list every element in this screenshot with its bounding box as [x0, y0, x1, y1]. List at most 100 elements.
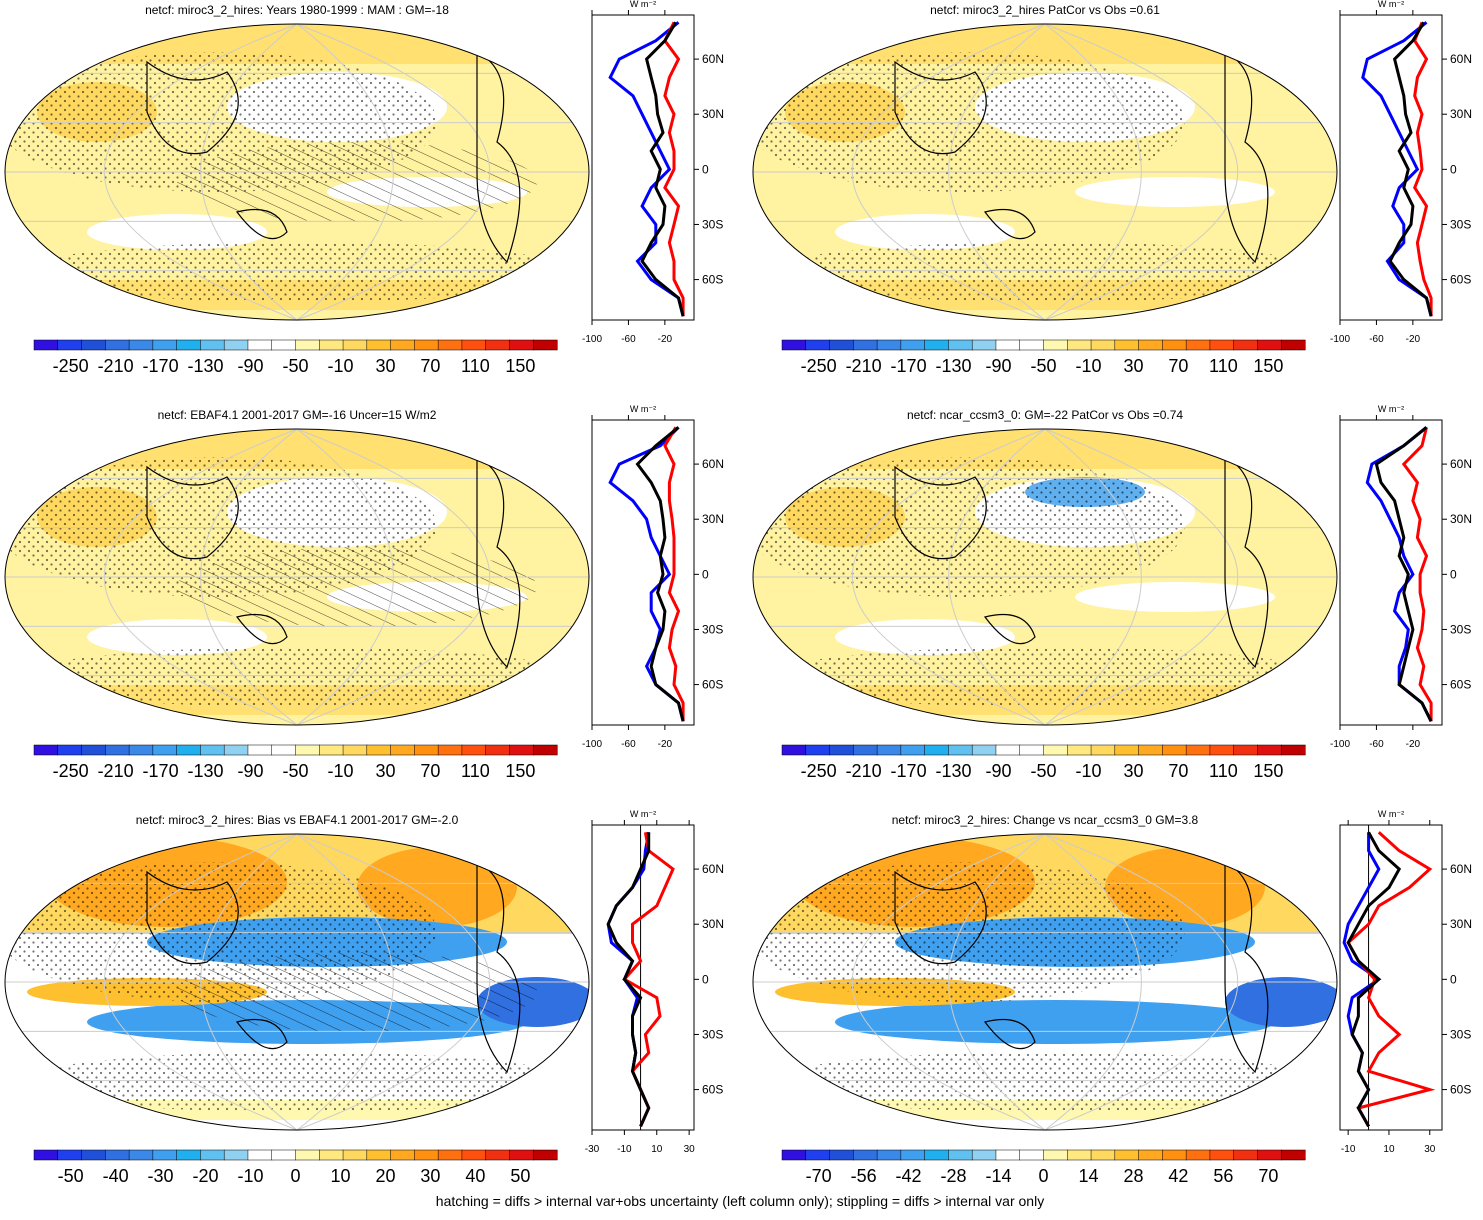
colorbar-label: -70	[806, 1166, 832, 1186]
colorbar-label: -210	[846, 356, 882, 376]
colorbar-swatch	[829, 1149, 854, 1161]
colorbar-swatch	[1043, 744, 1068, 756]
colorbar-swatch	[805, 744, 831, 756]
colorbar-label: -130	[936, 761, 972, 781]
colorbar-label: -20	[193, 1166, 219, 1186]
panel-title: netcf: miroc3_2_hires PatCor vs Obs =0.6…	[930, 3, 1160, 17]
colorbar-swatch	[876, 744, 902, 756]
colorbar-swatch	[1257, 339, 1282, 351]
colorbar-label: -130	[188, 356, 224, 376]
colorbar-swatch	[1233, 744, 1259, 756]
map	[4, 428, 590, 726]
colorbar-swatch	[81, 1149, 106, 1161]
colorbar-label: -10	[327, 356, 353, 376]
y-tick-label: 30N	[702, 107, 724, 121]
colorbar-label: 70	[420, 356, 440, 376]
x-tick-label: -20	[1406, 334, 1421, 345]
x-tick-label: -20	[658, 739, 673, 750]
colorbar-swatch	[223, 744, 249, 756]
colorbar-swatch	[247, 1149, 273, 1161]
colorbar-swatch	[1138, 339, 1163, 351]
y-tick-label: 30N	[1450, 917, 1472, 931]
colorbar-swatch	[1019, 1149, 1045, 1161]
zonal-unit: W m⁻²	[1378, 404, 1404, 414]
zonal-unit: W m⁻²	[630, 0, 656, 9]
map-border	[752, 833, 1338, 1131]
colorbar-swatch	[1067, 744, 1092, 756]
colorbar-swatch	[319, 339, 344, 351]
x-tick-label: -100	[582, 334, 602, 345]
colorbar-swatch	[485, 339, 511, 351]
colorbar-swatch	[1114, 1149, 1140, 1161]
graticule	[296, 24, 491, 320]
map-border	[4, 833, 590, 1131]
y-tick-label: 60S	[702, 678, 723, 692]
zonal-frame	[591, 14, 695, 321]
colorbar-swatch	[1257, 744, 1282, 756]
zonal-line	[1388, 21, 1433, 317]
colorbar-swatch	[781, 339, 807, 351]
graticule	[103, 429, 298, 725]
zonal-line	[1413, 21, 1433, 317]
colorbar-label: -90	[238, 356, 264, 376]
colorbar-label: -10	[1075, 761, 1101, 781]
colorbar-label: 10	[330, 1166, 350, 1186]
stippling	[765, 647, 1325, 707]
map-field	[753, 834, 1337, 1130]
graticule	[200, 429, 298, 725]
colorbar-swatch	[829, 744, 854, 756]
colorbar-swatch	[1185, 339, 1211, 351]
colorbar-swatch	[247, 744, 273, 756]
colorbar-swatch	[33, 744, 59, 756]
graticule	[296, 429, 491, 725]
zonal-line	[635, 426, 685, 722]
zonal-line	[622, 832, 675, 1127]
graticule	[103, 24, 298, 320]
colorbar-label: -40	[103, 1166, 129, 1186]
colorbar-swatch	[342, 339, 368, 351]
x-tick-label: -100	[1330, 334, 1350, 345]
colorbar-swatch	[295, 339, 320, 351]
colorbar-swatch	[1233, 1149, 1259, 1161]
colorbar-swatch	[152, 744, 178, 756]
colorbar-label: -210	[846, 761, 882, 781]
colorbar-swatch	[414, 339, 439, 351]
colorbar-swatch	[461, 339, 487, 351]
y-tick-label: 60S	[702, 1083, 723, 1097]
colorbar-swatch	[995, 744, 1021, 756]
zonal-frame	[591, 419, 695, 726]
y-tick-label: 0	[1450, 567, 1457, 581]
graticule	[296, 834, 491, 1130]
graticule	[1044, 24, 1239, 320]
map-field	[753, 24, 1337, 320]
y-tick-label: 60S	[1450, 678, 1471, 692]
colorbar-label: 0	[1038, 1166, 1048, 1186]
panel-title: netcf: miroc3_2_hires: Bias vs EBAF4.1 2…	[136, 813, 459, 827]
graticule	[200, 24, 298, 320]
colorbar-swatch	[995, 1149, 1021, 1161]
x-tick-label: 10	[651, 1144, 663, 1155]
colorbar-swatch	[853, 1149, 878, 1161]
map	[752, 833, 1338, 1131]
y-tick-label: 60S	[1450, 273, 1471, 287]
zonal-line	[608, 21, 685, 317]
colorbar-swatch	[971, 339, 997, 351]
zonal-line	[1346, 831, 1402, 1128]
y-tick-label: 60N	[702, 457, 724, 471]
colorbar-swatch	[781, 744, 807, 756]
y-tick-label: 60S	[1450, 1083, 1471, 1097]
graticule	[1044, 24, 1142, 320]
stippling	[17, 647, 577, 707]
y-tick-label: 30S	[1450, 1027, 1471, 1041]
colorbar-label: -210	[98, 761, 134, 781]
y-tick-label: 0	[1450, 162, 1457, 176]
hatching	[177, 142, 537, 222]
colorbar-swatch	[223, 339, 249, 351]
colorbar-swatch	[1209, 744, 1235, 756]
zonal-line	[1401, 426, 1433, 722]
colorbar-label: 150	[505, 356, 535, 376]
zonal-line	[640, 21, 685, 317]
colorbar-label: 20	[375, 1166, 395, 1186]
x-tick-label: -60	[1369, 334, 1384, 345]
